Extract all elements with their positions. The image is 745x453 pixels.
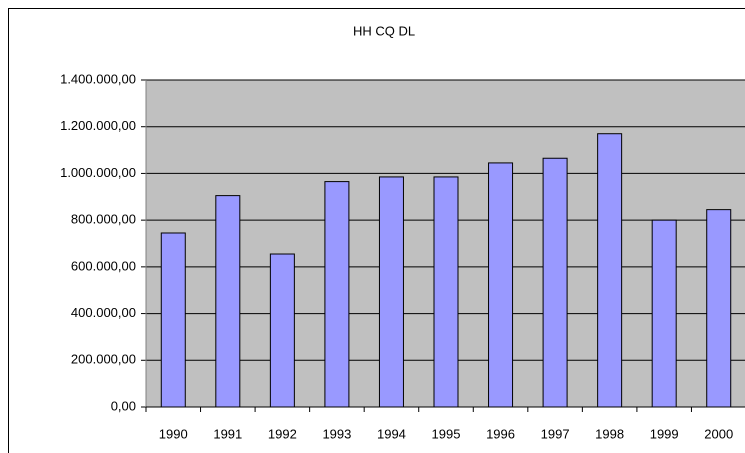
x-tick-label: 1991: [213, 426, 242, 441]
bar: [215, 195, 241, 408]
y-tick-label: 600.000,00: [71, 258, 136, 273]
y-tick-label: 1.400.000,00: [60, 71, 136, 86]
x-tick-label: 2000: [704, 426, 733, 441]
x-tick-label: 1993: [322, 426, 351, 441]
bar: [597, 133, 623, 408]
chart-title: HH CQ DL: [353, 23, 415, 38]
x-tick-label: 1992: [268, 426, 297, 441]
bar: [706, 209, 732, 408]
y-tick-label: 400.000,00: [71, 305, 136, 320]
bar: [542, 157, 568, 408]
y-tick-label: 1.000.000,00: [60, 165, 136, 180]
bar: [269, 253, 295, 408]
x-tick-label: 1995: [432, 426, 461, 441]
x-tick-label: 1997: [541, 426, 570, 441]
y-tick-label: 1.200.000,00: [60, 118, 136, 133]
bar: [324, 181, 350, 408]
bar: [160, 232, 186, 408]
x-tick-label: 1990: [159, 426, 188, 441]
bar: [651, 219, 677, 408]
y-tick-label: 0,00: [111, 398, 136, 413]
x-tick-label: 1994: [377, 426, 406, 441]
x-tick-label: 1999: [650, 426, 679, 441]
bar: [488, 162, 514, 408]
bar: [378, 176, 404, 408]
x-tick-label: 1996: [486, 426, 515, 441]
y-tick-label: 200.000,00: [71, 352, 136, 367]
y-tick-label: 800.000,00: [71, 212, 136, 227]
bar: [433, 176, 459, 408]
x-tick-label: 1998: [595, 426, 624, 441]
